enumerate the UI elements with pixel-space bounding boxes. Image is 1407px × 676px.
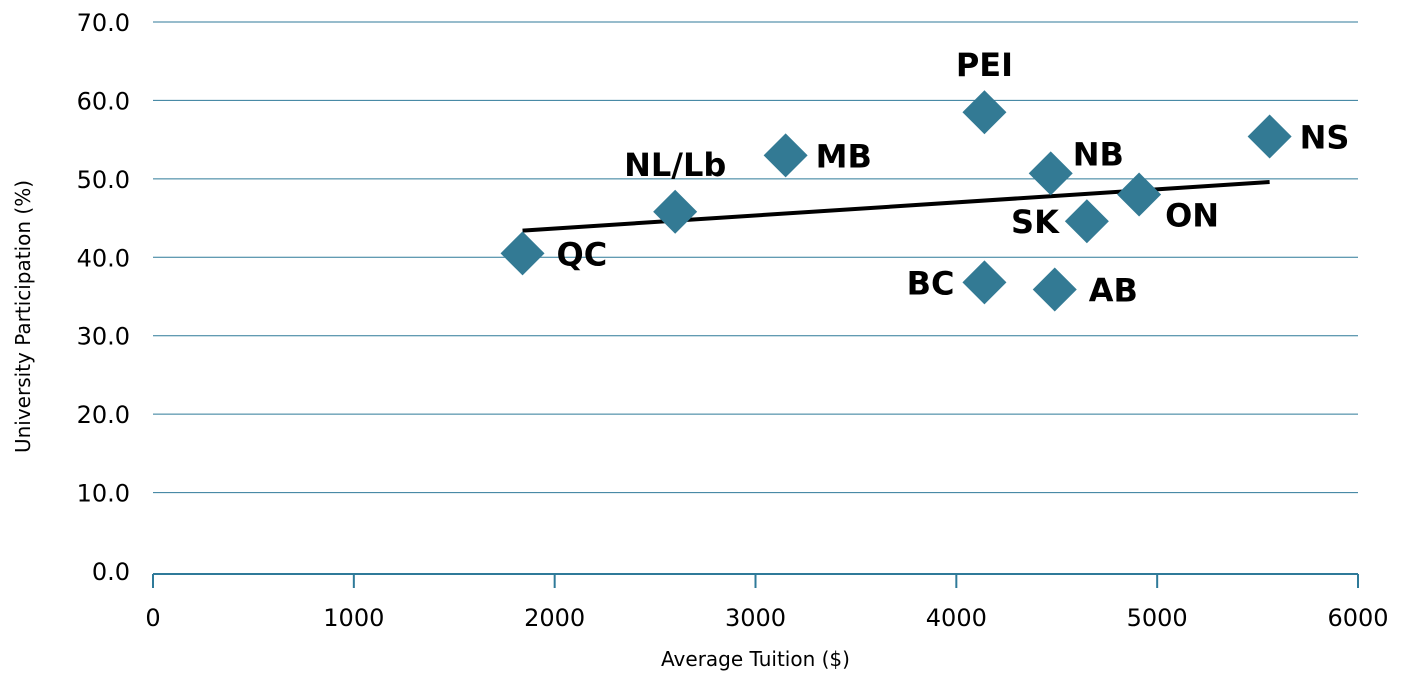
gridlines <box>153 21 1358 494</box>
x-axis <box>152 573 1359 588</box>
y-tick-label: 10.0 <box>77 480 130 508</box>
data-point-marker <box>1247 114 1292 159</box>
data-point-marker <box>962 260 1007 305</box>
y-tick-label: 40.0 <box>77 244 130 272</box>
x-tick-label: 4000 <box>926 604 987 632</box>
point-label: NB <box>1073 135 1124 173</box>
data-point-marker <box>1028 151 1073 196</box>
data-point-marker <box>962 90 1007 135</box>
point-label: QC <box>557 235 608 273</box>
y-tick-label: 50.0 <box>77 166 130 194</box>
data-point-marker <box>500 231 545 276</box>
x-axis-title: Average Tuition ($) <box>661 647 850 671</box>
x-tick-label: 2000 <box>524 604 585 632</box>
point-label: SK <box>1011 203 1060 241</box>
data-point-marker <box>1064 199 1109 244</box>
y-tick-label: 0.0 <box>92 558 130 586</box>
x-tick-label: 6000 <box>1327 604 1388 632</box>
data-point-marker <box>1032 267 1077 312</box>
y-tick-label: 70.0 <box>77 9 130 37</box>
x-tick-label: 3000 <box>725 604 786 632</box>
point-label: AB <box>1089 271 1138 309</box>
trendline-group <box>522 179 1270 233</box>
point-label: NS <box>1300 119 1350 157</box>
data-point-marker <box>763 133 808 178</box>
point-label: PEI <box>956 46 1013 84</box>
point-label: BC <box>907 264 955 302</box>
y-axis-title: University Participation (%) <box>11 180 35 453</box>
trendline <box>522 179 1270 233</box>
x-tick-label: 5000 <box>1127 604 1188 632</box>
point-labels: QC NL/Lb MB PEI BC NB AB SK ON NS <box>557 46 1350 309</box>
x-axis-tick-labels: 0 1000 2000 3000 4000 5000 6000 <box>145 604 1388 632</box>
data-point-marker <box>1117 172 1162 217</box>
point-label: ON <box>1165 197 1219 235</box>
data-points <box>500 90 1292 312</box>
x-tick-label: 0 <box>145 604 160 632</box>
point-label: NL/Lb <box>624 146 726 184</box>
y-tick-label: 30.0 <box>77 323 130 351</box>
x-tick-label: 1000 <box>323 604 384 632</box>
data-point-marker <box>653 189 698 234</box>
y-tick-label: 60.0 <box>77 87 130 115</box>
y-tick-label: 20.0 <box>77 401 130 429</box>
point-label: MB <box>816 137 872 175</box>
y-axis-tick-labels: 0.0 10.0 20.0 30.0 40.0 50.0 60.0 70.0 <box>77 9 130 586</box>
